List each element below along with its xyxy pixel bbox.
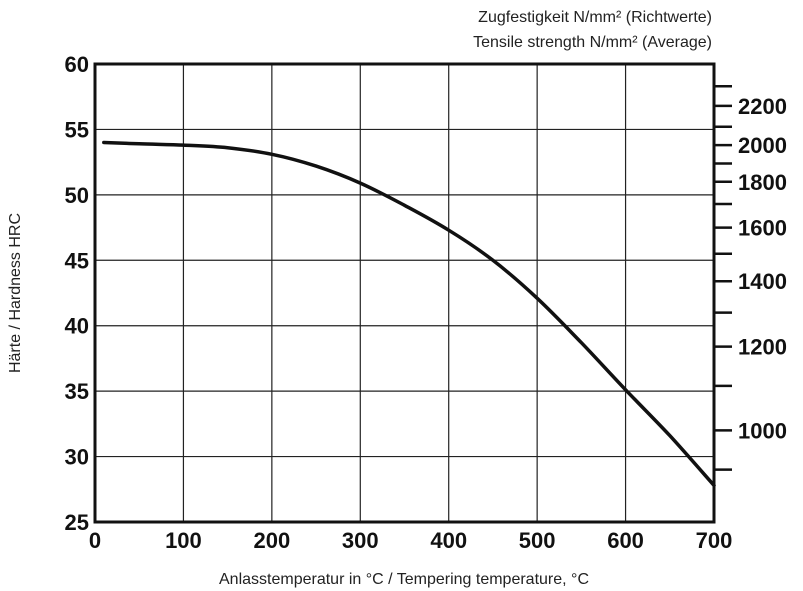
hardness-curve [102,140,716,488]
x-tick-label: 700 [696,528,733,553]
x-axis-label: Anlasstemperatur in °C / Tempering tempe… [219,571,589,588]
y2-tick-label: 1800 [738,170,787,195]
grid-lines [95,64,714,522]
y-tick-label: 30 [65,445,89,470]
y-tick-label: 40 [65,314,89,339]
x-tick-label: 300 [342,528,379,553]
y-tick-label: 50 [65,183,89,208]
y-tick-label: 35 [65,379,89,404]
y-tick-label: 25 [65,510,89,535]
y2-tick-label: 2200 [738,94,787,119]
series-layer [102,140,716,488]
y2-tick-label: 2000 [738,133,787,158]
y-axis-tick-labels: 25 30 35 40 45 50 55 60 [65,52,89,535]
y-tick-label: 55 [65,117,89,142]
y2-tick-label: 1400 [738,269,787,294]
y2-tick-label: 1000 [738,418,787,443]
x-tick-label: 100 [165,528,202,553]
y2-axis-label-line2: Tensile strength N/mm² (Average) [473,34,712,51]
y2-axis-label-line1: Zugfestigkeit N/mm² (Richtwerte) [478,9,712,26]
right-axis-ticks [714,84,732,471]
x-axis-tick-labels: 0 100 200 300 400 500 600 700 [89,528,732,553]
x-tick-label: 400 [430,528,467,553]
x-tick-label: 0 [89,528,101,553]
x-tick-label: 200 [253,528,290,553]
y-tick-label: 45 [65,248,89,273]
y2-tick-label: 1600 [738,216,787,241]
y2-axis-tick-labels: 1000 1200 1400 1600 1800 2000 2200 [738,94,787,444]
y2-tick-label: 1200 [738,335,787,360]
plot-frame [93,62,716,524]
y-axis-label: Härte / Hardness HRC [7,213,24,373]
x-tick-label: 600 [607,528,644,553]
x-tick-label: 500 [519,528,556,553]
y-tick-label: 60 [65,52,89,77]
